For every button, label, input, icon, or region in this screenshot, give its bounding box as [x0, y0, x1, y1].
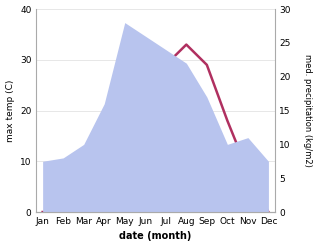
Y-axis label: max temp (C): max temp (C)	[5, 79, 15, 142]
Y-axis label: med. precipitation (kg/m2): med. precipitation (kg/m2)	[303, 54, 313, 167]
X-axis label: date (month): date (month)	[119, 231, 192, 242]
